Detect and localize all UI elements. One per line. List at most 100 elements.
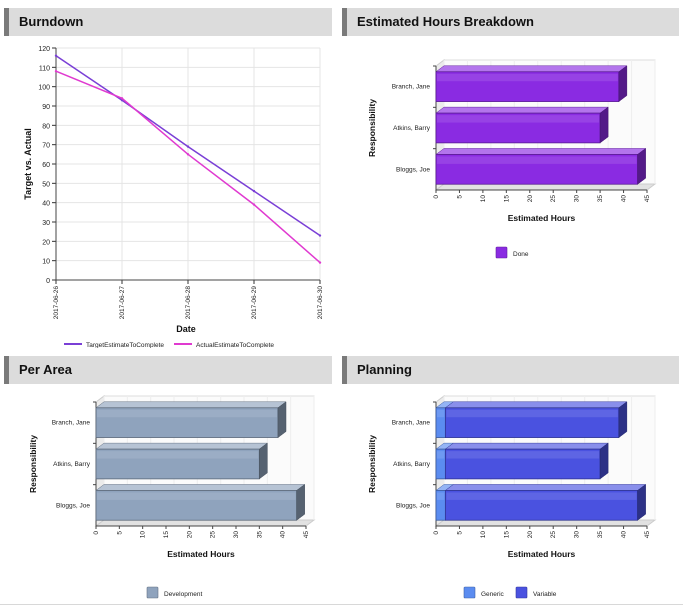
data-point <box>186 153 190 156</box>
planning-panel-title: Planning <box>357 362 412 377</box>
bar <box>444 407 620 438</box>
category-label: Bloggs, Joe <box>56 502 90 509</box>
x-tick-label: 2017-06-28 <box>185 286 192 320</box>
x-tick-label: 20 <box>186 531 193 539</box>
bar-highlight <box>446 492 637 500</box>
x-tick-label: 2017-06-27 <box>119 286 126 320</box>
y-tick-label: 20 <box>42 239 50 246</box>
y-axis-label: Responsibility <box>28 435 38 493</box>
x-tick-label: 10 <box>140 531 147 539</box>
bar <box>444 490 639 521</box>
legend-label: Development <box>164 591 202 598</box>
x-tick-label: 35 <box>256 531 263 539</box>
bar-end <box>618 65 628 103</box>
x-tick-label: 40 <box>280 531 287 539</box>
x-tick-label: 10 <box>480 531 487 539</box>
x-axis-label: Estimated Hours <box>508 213 576 223</box>
data-point <box>54 70 58 73</box>
x-tick-label: 5 <box>456 531 463 535</box>
category-label: Atkins, Barry <box>393 461 431 468</box>
x-tick-label: 45 <box>303 531 310 539</box>
category-label: Branch, Jane <box>392 84 431 91</box>
x-tick-label: 2017-06-26 <box>53 286 60 320</box>
bar-end <box>618 401 628 439</box>
area-panel-title: Per Area <box>19 362 72 377</box>
y-tick-label: 60 <box>42 162 50 169</box>
y-axis-label: Responsibility <box>367 435 377 493</box>
bar-top <box>444 442 609 450</box>
x-tick-label: 30 <box>233 531 240 539</box>
bar <box>435 71 620 102</box>
floor <box>94 519 316 527</box>
x-tick-label: 0 <box>93 531 100 535</box>
area-chart: 0 5 10 15 20 25 30 35 40 45 Branch, Jane Atkins, Ba… <box>28 395 316 599</box>
x-tick-label: 10 <box>480 195 487 203</box>
y-tick-label: 50 <box>42 181 50 188</box>
bar-highlight <box>97 451 259 459</box>
bar <box>435 154 639 185</box>
x-tick-label: 30 <box>574 531 581 539</box>
y-tick-label: 100 <box>38 85 50 92</box>
legend-label: Done <box>513 251 529 258</box>
y-axis-label: Target vs. Actual <box>23 128 33 200</box>
hours-panel: Estimated Hours Breakdown 0 5 10 15 20 25 30 35… <box>342 8 679 348</box>
bar-top <box>435 148 647 155</box>
x-tick-label: 30 <box>574 195 581 203</box>
x-tick-label: 15 <box>503 195 510 203</box>
bar-end <box>637 147 646 185</box>
y-tick-label: 40 <box>42 201 50 208</box>
x-tick-label: 25 <box>550 195 557 203</box>
floor <box>434 183 657 191</box>
bar-highlight <box>437 156 637 164</box>
x-tick-label: 5 <box>456 195 463 199</box>
legend-swatch <box>463 586 476 599</box>
bar-highlight <box>437 409 445 418</box>
x-tick-label: 2017-06-29 <box>251 286 258 320</box>
legend-swatch <box>515 586 528 599</box>
y-axis-label: Responsibility <box>367 99 377 157</box>
legend-label: ActualEstimateToComplete <box>196 342 274 348</box>
planning-panel-header: Planning <box>342 356 679 384</box>
y-tick-label: 70 <box>42 143 50 150</box>
x-tick-label: 15 <box>163 531 170 539</box>
bar-highlight <box>97 409 277 418</box>
x-tick-label: 35 <box>597 195 604 203</box>
bar-end <box>296 483 305 521</box>
category-label: Bloggs, Joe <box>396 502 430 509</box>
bar-top <box>95 442 269 450</box>
bar-end <box>599 442 609 480</box>
y-tick-label: 0 <box>46 278 50 285</box>
y-tick-label: 120 <box>38 46 50 53</box>
bar <box>95 407 279 438</box>
y-tick-label: 10 <box>42 259 50 266</box>
hours-panel-title: Estimated Hours Breakdown <box>357 14 534 29</box>
x-tick-label: 15 <box>503 531 510 539</box>
x-tick-label: 0 <box>433 195 440 199</box>
floor <box>434 519 657 527</box>
x-tick-label: 20 <box>527 195 534 203</box>
bar-end <box>637 483 646 521</box>
legend-swatch <box>146 586 159 599</box>
x-tick-label: 45 <box>644 195 651 203</box>
bar-highlight <box>437 115 600 123</box>
bar-highlight <box>437 73 618 82</box>
category-label: Atkins, Barry <box>393 125 431 132</box>
y-tick-label: 110 <box>39 65 50 72</box>
bar-top <box>435 106 609 114</box>
data-point <box>252 203 256 206</box>
planning-chart: 0 5 10 15 20 25 30 35 40 45 Branch, Jane Atkins, Ba… <box>367 395 657 599</box>
bar-highlight <box>437 451 445 459</box>
area-panel-header: Per Area <box>4 356 332 384</box>
burndown-chart: 0 10 20 30 40 50 60 70 80 90 100 110 120 2017-06-26 20… <box>23 46 324 348</box>
x-tick-label: 40 <box>621 531 628 539</box>
bar <box>435 112 601 144</box>
area-panel: Per Area 0 5 10 15 20 25 30 35 40 45 Branch, Jane A… <box>4 356 332 602</box>
burndown-panel-title: Burndown <box>19 14 84 29</box>
legend-label: Generic <box>481 591 505 598</box>
x-tick-label: 20 <box>527 531 534 539</box>
hours-panel-header: Estimated Hours Breakdown <box>342 8 679 36</box>
data-point <box>54 54 58 57</box>
bar <box>95 448 260 480</box>
bar-highlight <box>97 492 296 500</box>
bar-top <box>95 401 287 409</box>
